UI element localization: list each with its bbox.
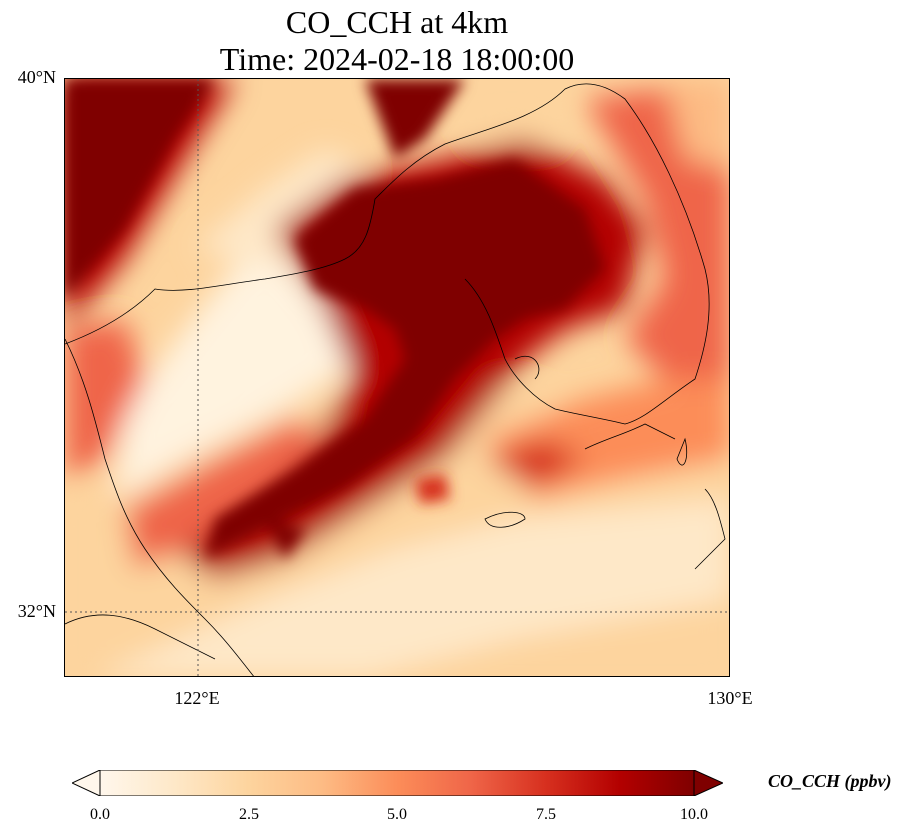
colorbar-tick-10: 10.0 (680, 806, 708, 823)
lon-label-122e: 122°E (174, 688, 220, 708)
colorbar-extend-max (693, 770, 723, 796)
colorbar-tick-2-5: 2.5 (239, 806, 259, 823)
colorbar-gradient (99, 770, 695, 796)
map-plot-area (64, 78, 730, 677)
colorbar-tick-0: 0.0 (90, 806, 110, 823)
coastlines (65, 83, 726, 676)
concentration-map (65, 79, 729, 676)
colorbar-tick-5: 5.0 (387, 806, 407, 823)
concentration-core (65, 79, 605, 559)
colorbar-extend-min (72, 770, 101, 796)
lat-label-40n: 40°N (17, 67, 56, 87)
concentration-field-smooth (65, 79, 729, 676)
lon-label-130e: 130°E (707, 688, 753, 708)
colorbar (72, 770, 723, 796)
colorbar-label: CO_CCH (ppbv) (768, 771, 892, 791)
plot-title-line1: CO_CCH at 4km (285, 4, 509, 40)
colorbar-tick-7-5: 7.5 (536, 806, 556, 823)
lat-label-32n: 32°N (17, 601, 56, 621)
plot-title-line2: Time: 2024-02-18 18:00:00 (219, 41, 575, 77)
